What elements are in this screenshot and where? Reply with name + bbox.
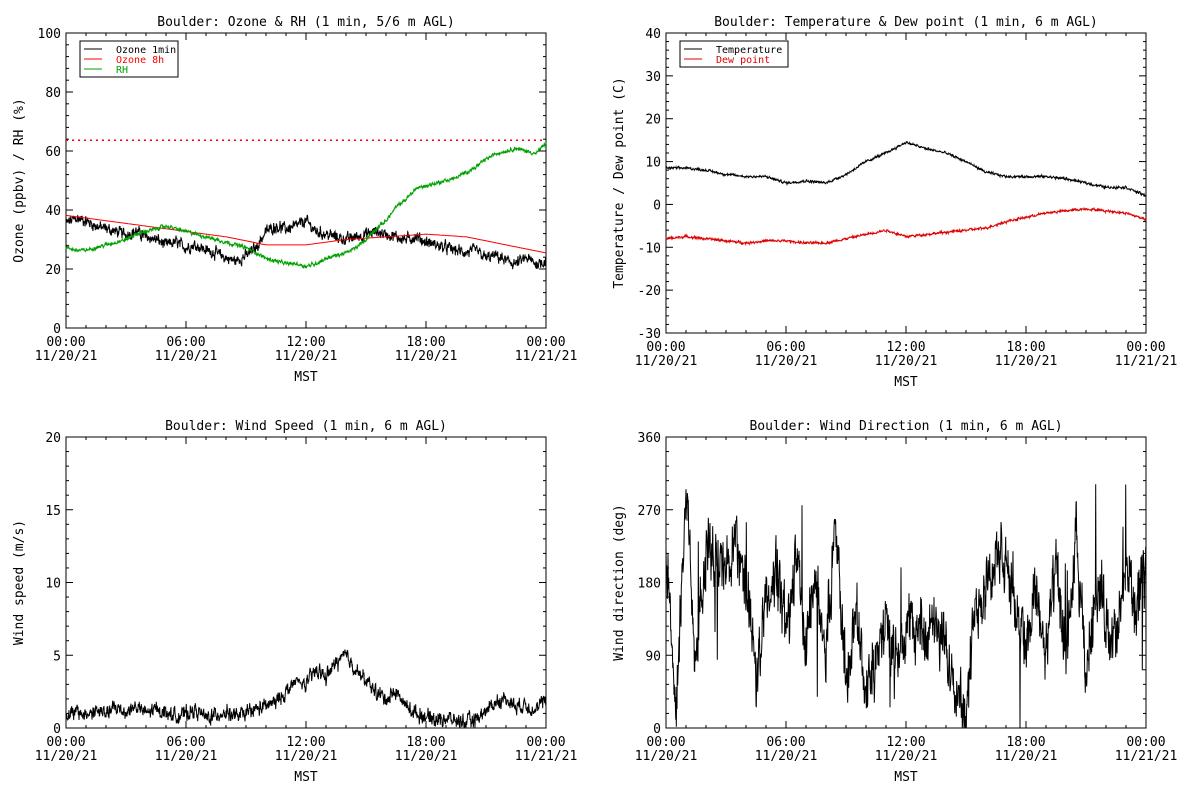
x-axis-label: MST [894, 770, 918, 785]
x-tick-label: 11/20/21 [635, 354, 698, 369]
legend-entry: RH [116, 65, 128, 76]
y-tick-label: 10 [645, 156, 661, 171]
x-axis-label: MST [894, 375, 918, 390]
x-tick-label: 00:00 [46, 335, 85, 350]
y-tick-label: 20 [45, 431, 61, 446]
chart-panel-1: Boulder: Ozone & RH (1 min, 5/6 m AGL) 0 2… [12, 15, 577, 385]
x-tick-label: 18:00 [1006, 340, 1045, 355]
legend-entry: Dew point [716, 55, 770, 66]
y-tick-label: 40 [645, 27, 661, 42]
x-tick-label: 11/20/21 [35, 349, 98, 364]
legend-box [679, 40, 789, 68]
series-line [65, 214, 547, 254]
y-tick-label: 80 [45, 86, 61, 101]
x-tick-label: 11/20/21 [875, 749, 938, 764]
y-tick-label: 180 [638, 577, 661, 592]
y-tick-label: -20 [638, 284, 661, 299]
x-axis-label: MST [294, 770, 318, 785]
x-tick-label: 06:00 [166, 335, 205, 350]
series-line [665, 484, 1147, 729]
y-tick-label: 15 [45, 504, 61, 519]
y-tick-label: 0 [653, 722, 661, 737]
x-tick-label: 06:00 [166, 735, 205, 750]
x-tick-label: 06:00 [766, 735, 805, 750]
x-tick-label: 00:00 [646, 735, 685, 750]
series-line [665, 206, 1147, 247]
x-tick-label: 00:00 [526, 335, 565, 350]
series-line [65, 214, 547, 270]
chart-title: Boulder: Ozone & RH (1 min, 5/6 m AGL) [157, 15, 454, 30]
series-line [65, 649, 547, 729]
x-tick-label: 11/20/21 [395, 749, 458, 764]
x-tick-label: 18:00 [406, 335, 445, 350]
x-tick-label: 12:00 [886, 735, 925, 750]
x-tick-label: 00:00 [1126, 735, 1165, 750]
x-tick-label: 11/20/21 [875, 354, 938, 369]
y-tick-label: 5 [53, 649, 61, 664]
chart-panel-3: Boulder: Wind Speed (1 min, 6 m AGL) 0 5 10… [12, 419, 577, 785]
x-tick-label: 11/20/21 [635, 749, 698, 764]
y-tick-label: 100 [38, 27, 61, 42]
y-tick-label: 360 [638, 431, 661, 446]
plot-frame [665, 32, 1147, 334]
x-tick-label: 11/21/21 [515, 749, 578, 764]
x-tick-label: 11/21/21 [1115, 749, 1178, 764]
x-tick-label: 00:00 [646, 340, 685, 355]
legend-entry: Temperature [716, 45, 782, 56]
x-tick-label: 11/20/21 [35, 749, 98, 764]
y-tick-label: 40 [45, 204, 61, 219]
x-axis-label: MST [294, 370, 318, 385]
y-axis-label: Wind speed (m/s) [12, 520, 27, 645]
x-tick-label: 06:00 [766, 340, 805, 355]
y-tick-label: 0 [53, 322, 61, 337]
x-tick-label: 18:00 [1006, 735, 1045, 750]
x-tick-label: 12:00 [886, 340, 925, 355]
y-tick-label: 20 [45, 263, 61, 278]
x-tick-label: 12:00 [286, 735, 325, 750]
x-tick-label: 11/20/21 [275, 349, 338, 364]
chart-title: Boulder: Wind Direction (1 min, 6 m AGL) [749, 419, 1062, 434]
legend-entry: Ozone 8h [116, 55, 164, 66]
y-tick-label: 10 [45, 577, 61, 592]
y-axis-label: Temperature / Dew point (C) [612, 77, 627, 288]
chart-title: Boulder: Temperature & Dew point (1 min,… [714, 15, 1098, 30]
y-tick-label: 30 [645, 70, 661, 85]
x-tick-label: 11/20/21 [275, 749, 338, 764]
series-line [665, 140, 1147, 198]
x-tick-label: 12:00 [286, 335, 325, 350]
y-tick-label: 270 [638, 504, 661, 519]
y-tick-label: -10 [638, 241, 661, 256]
x-tick-label: 00:00 [1126, 340, 1165, 355]
x-tick-label: 00:00 [526, 735, 565, 750]
y-tick-label: 20 [645, 113, 661, 128]
legend-entry: Ozone 1min [116, 45, 176, 56]
y-tick-label: 0 [53, 722, 61, 737]
x-tick-label: 11/20/21 [995, 354, 1058, 369]
x-tick-label: 11/20/21 [395, 349, 458, 364]
x-tick-label: 11/21/21 [1115, 354, 1178, 369]
chart-panel-4: Boulder: Wind Direction (1 min, 6 m AGL)… [612, 419, 1177, 785]
y-tick-label: 90 [645, 649, 661, 664]
x-tick-label: 00:00 [46, 735, 85, 750]
x-tick-label: 11/20/21 [995, 749, 1058, 764]
x-tick-label: 11/20/21 [155, 349, 218, 364]
series-line [65, 141, 547, 270]
y-axis-label: Wind direction (deg) [612, 504, 627, 661]
x-tick-label: 11/20/21 [155, 749, 218, 764]
y-tick-label: 0 [653, 198, 661, 213]
chart-title: Boulder: Wind Speed (1 min, 6 m AGL) [165, 419, 447, 434]
x-tick-label: 11/21/21 [515, 349, 578, 364]
y-axis-label: Ozone (ppbv) / RH (%) [12, 98, 27, 262]
x-tick-label: 11/20/21 [755, 749, 818, 764]
x-tick-label: 18:00 [406, 735, 445, 750]
x-tick-label: 11/20/21 [755, 354, 818, 369]
y-tick-label: -30 [638, 327, 661, 342]
y-tick-label: 60 [45, 145, 61, 160]
chart-panel-2: Boulder: Temperature & Dew point (1 min,… [612, 15, 1177, 390]
